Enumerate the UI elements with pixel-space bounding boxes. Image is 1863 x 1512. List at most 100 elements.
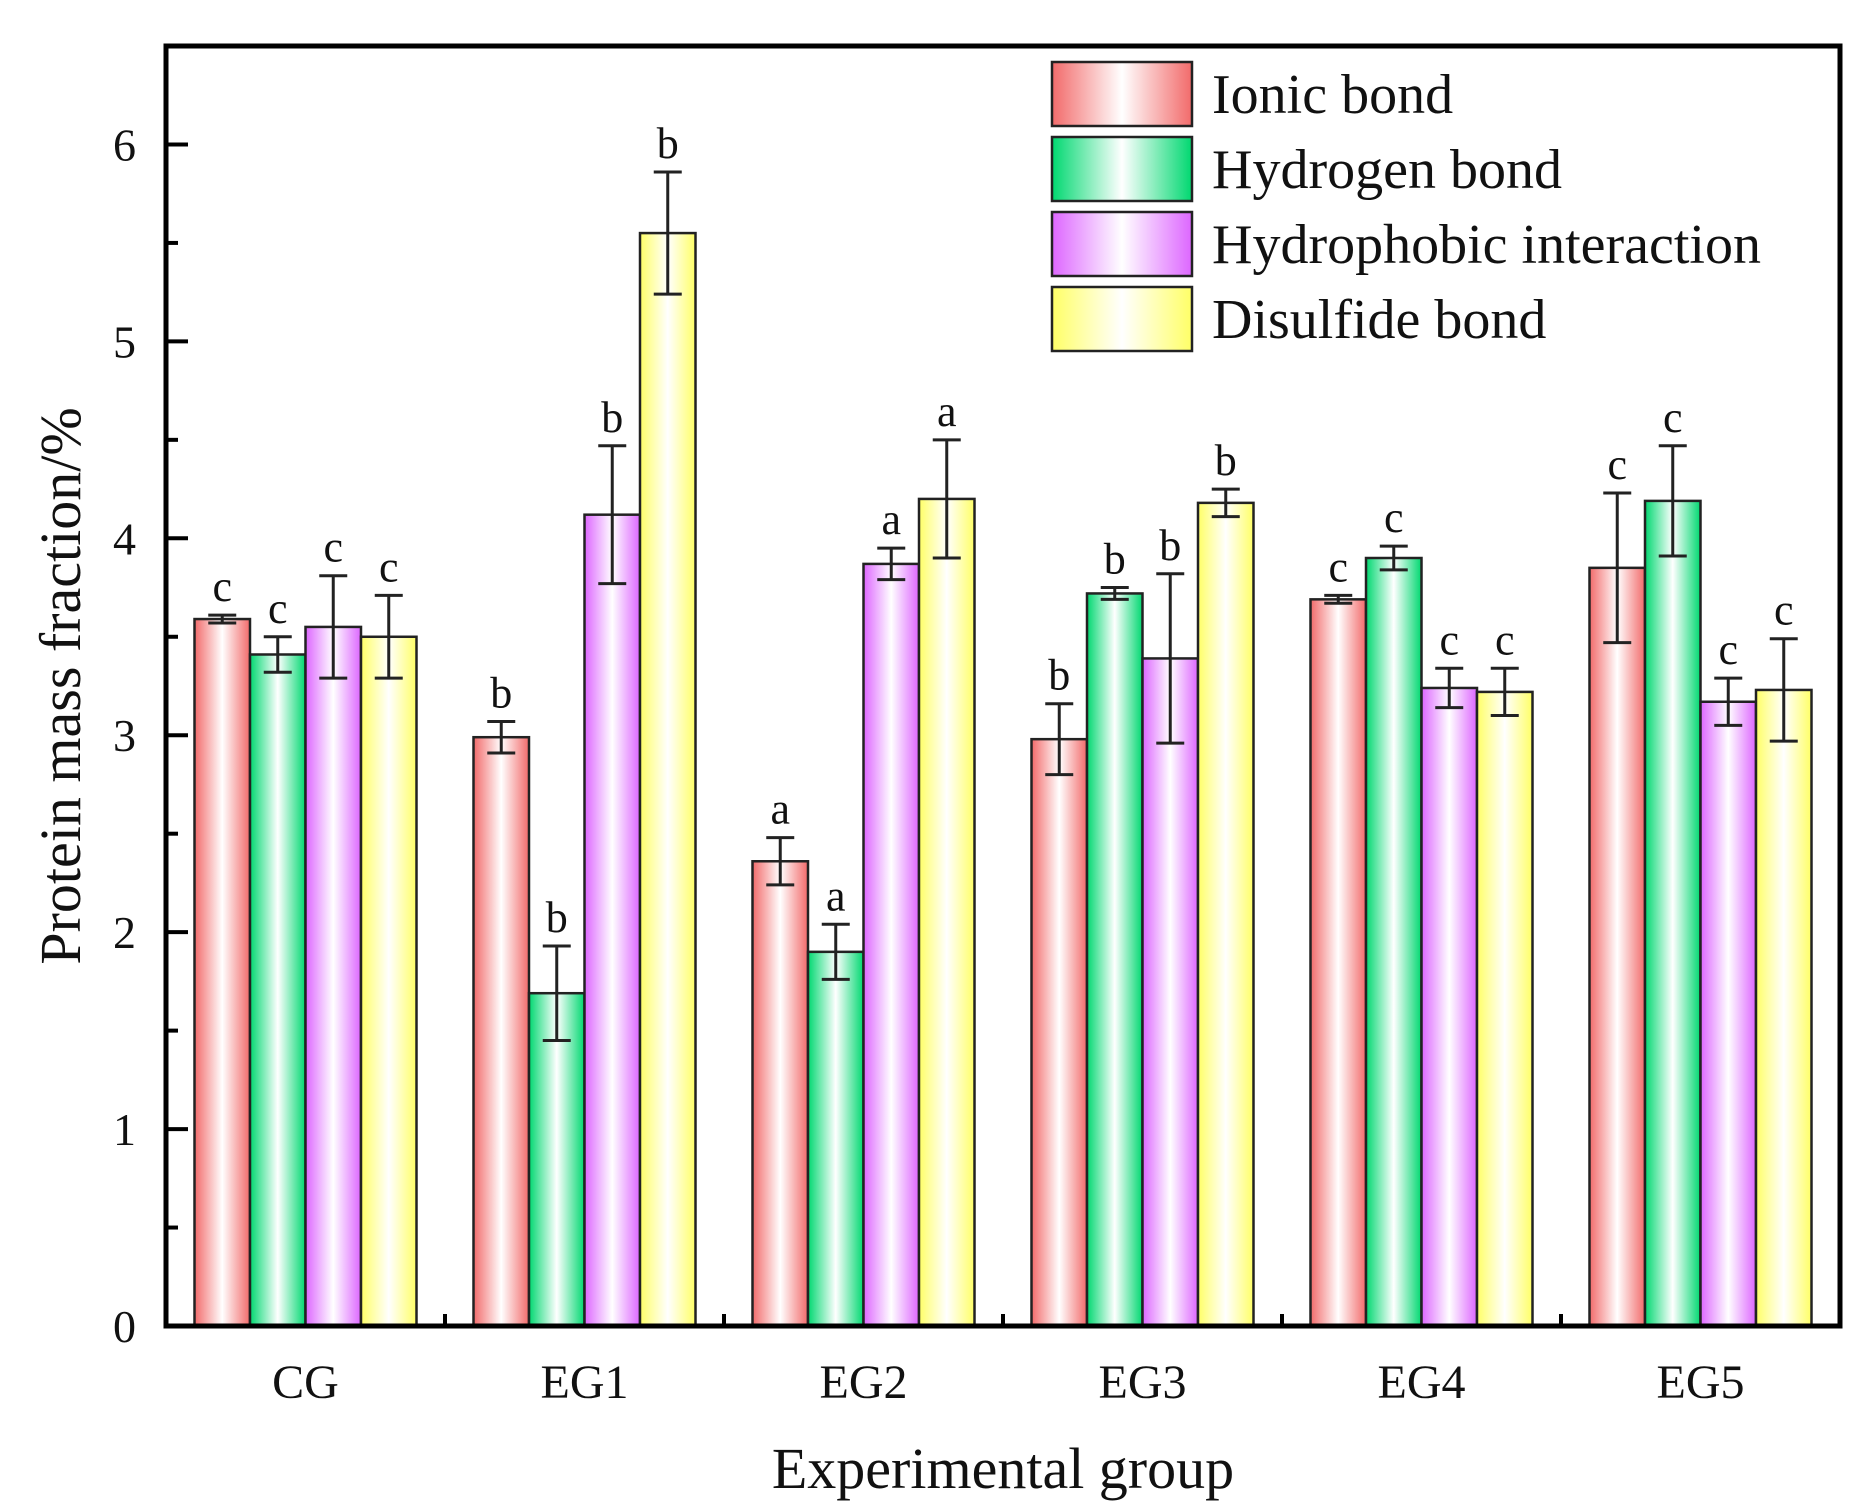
error-bar-cg-0 bbox=[208, 613, 237, 625]
bar-eg1-ionic-bond bbox=[472, 735, 531, 1328]
error-bar-eg5-0 bbox=[1603, 491, 1632, 645]
x-axis-title: Experimental group bbox=[772, 1436, 1234, 1501]
bar-eg3-ionic-bond bbox=[1030, 737, 1089, 1328]
significance-letter: a bbox=[937, 387, 957, 436]
error-bar-eg5-2 bbox=[1714, 676, 1743, 727]
error-bar-eg5-3 bbox=[1769, 637, 1798, 743]
legend-swatch bbox=[1050, 135, 1194, 203]
error-bar-eg4-2 bbox=[1435, 666, 1464, 710]
bar-eg2-disulfide-bond bbox=[917, 497, 976, 1328]
significance-letter: c bbox=[1384, 493, 1404, 542]
significance-letter: c bbox=[1439, 615, 1459, 664]
bar-eg5-hydrophobic-interaction bbox=[1699, 700, 1758, 1328]
legend-swatch bbox=[1050, 60, 1194, 128]
x-tick-label-eg3: EG3 bbox=[1099, 1356, 1187, 1409]
error-bar-eg1-2 bbox=[598, 444, 627, 586]
error-bar-eg5-1 bbox=[1658, 444, 1687, 558]
significance-letter: b bbox=[1215, 436, 1237, 485]
error-bar-eg4-1 bbox=[1379, 544, 1408, 572]
error-bar-eg2-3 bbox=[932, 438, 961, 560]
y-tick-label: 2 bbox=[113, 907, 136, 958]
error-bar-eg1-0 bbox=[487, 719, 516, 755]
significance-letter: c bbox=[1718, 625, 1738, 674]
significance-letter: b bbox=[1159, 521, 1181, 570]
error-bar-eg2-2 bbox=[877, 546, 906, 582]
bar-cg-hydrogen-bond bbox=[248, 653, 307, 1328]
significance-letter: a bbox=[770, 785, 790, 834]
legend-item-disulfide-bond: Disulfide bond bbox=[1050, 285, 1546, 353]
legend-label: Ionic bond bbox=[1212, 64, 1453, 126]
bar-eg2-ionic-bond bbox=[751, 860, 810, 1328]
error-bars-layer bbox=[208, 170, 1798, 1042]
significance-letter: a bbox=[881, 495, 901, 544]
legend-swatch bbox=[1050, 210, 1194, 278]
bar-cg-disulfide-bond bbox=[359, 635, 418, 1328]
significance-letter: a bbox=[826, 871, 846, 920]
significance-letter: b bbox=[546, 893, 568, 942]
error-bar-eg1-3 bbox=[653, 170, 682, 296]
legend-swatch bbox=[1050, 285, 1194, 353]
significance-letter: c bbox=[1607, 440, 1627, 489]
bar-eg1-hydrogen-bond bbox=[527, 991, 586, 1328]
y-tick-label: 3 bbox=[113, 710, 136, 761]
legend-item-hydrophobic-interaction: Hydrophobic interaction bbox=[1050, 210, 1761, 278]
error-bar-cg-2 bbox=[319, 574, 348, 680]
bar-eg4-disulfide-bond bbox=[1475, 690, 1534, 1328]
error-bar-eg3-2 bbox=[1156, 572, 1185, 745]
bar-eg3-hydrophobic-interaction bbox=[1141, 657, 1200, 1328]
error-bar-eg4-3 bbox=[1490, 666, 1519, 718]
significance-letter: c bbox=[1328, 542, 1348, 591]
error-bar-eg3-0 bbox=[1045, 702, 1074, 777]
legend-label: Hydrophobic interaction bbox=[1212, 214, 1761, 276]
x-tick-label-eg1: EG1 bbox=[541, 1356, 629, 1409]
y-axis: 0 1 2 3 4 5 6 bbox=[113, 44, 188, 1352]
error-bar-eg2-0 bbox=[766, 836, 795, 887]
significance-letter: b bbox=[1048, 651, 1070, 700]
significance-letter: b bbox=[657, 119, 679, 168]
error-bar-cg-1 bbox=[263, 635, 292, 674]
y-axis-title: Protein mass fraction/% bbox=[28, 407, 93, 964]
bar-cg-hydrophobic-interaction bbox=[304, 625, 363, 1328]
significance-letter: b bbox=[1104, 535, 1126, 584]
bar-eg2-hydrogen-bond bbox=[806, 950, 865, 1328]
x-tick-label-eg4: EG4 bbox=[1378, 1356, 1466, 1409]
bars-layer bbox=[193, 231, 1813, 1328]
bar-eg4-hydrogen-bond bbox=[1364, 556, 1423, 1328]
x-axis: CG EG1 EG2 EG3 EG4 EG5 bbox=[164, 1314, 1842, 1409]
legend: Ionic bond Hydrogen bond Hydrophobic inter… bbox=[1050, 60, 1761, 353]
error-bar-cg-3 bbox=[374, 593, 403, 680]
y-tick-label: 0 bbox=[113, 1301, 136, 1352]
significance-letter: c bbox=[268, 584, 288, 633]
error-bar-eg1-1 bbox=[542, 944, 571, 1042]
bar-eg1-disulfide-bond bbox=[638, 231, 697, 1328]
bar-eg5-hydrogen-bond bbox=[1643, 499, 1702, 1328]
legend-label: Disulfide bond bbox=[1212, 289, 1546, 351]
bar-eg5-disulfide-bond bbox=[1754, 688, 1813, 1328]
bar-eg4-ionic-bond bbox=[1309, 598, 1368, 1328]
significance-letter: b bbox=[490, 668, 512, 717]
legend-item-hydrogen-bond: Hydrogen bond bbox=[1050, 135, 1562, 203]
x-tick-label-eg5: EG5 bbox=[1657, 1356, 1745, 1409]
bar-cg-ionic-bond bbox=[193, 617, 252, 1328]
significance-letter: c bbox=[1495, 615, 1515, 664]
error-bar-eg2-1 bbox=[821, 922, 850, 981]
significance-letter: b bbox=[601, 393, 623, 442]
error-bar-eg3-1 bbox=[1100, 586, 1129, 601]
bar-eg5-ionic-bond bbox=[1588, 566, 1647, 1328]
error-bar-eg3-3 bbox=[1211, 487, 1240, 519]
y-tick-label: 1 bbox=[113, 1104, 136, 1155]
legend-item-ionic-bond: Ionic bond bbox=[1050, 60, 1453, 128]
y-tick-label: 5 bbox=[113, 316, 136, 367]
bar-eg1-hydrophobic-interaction bbox=[583, 513, 642, 1328]
legend-label: Hydrogen bond bbox=[1212, 139, 1562, 201]
error-bar-eg4-0 bbox=[1324, 593, 1353, 605]
significance-letter: c bbox=[1663, 393, 1683, 442]
bar-eg4-hydrophobic-interaction bbox=[1420, 686, 1479, 1328]
bar-eg2-hydrophobic-interaction bbox=[862, 562, 921, 1328]
bar-eg3-disulfide-bond bbox=[1196, 501, 1255, 1328]
significance-letter: c bbox=[379, 542, 399, 591]
significance-letter: c bbox=[1774, 586, 1794, 635]
significance-letter: c bbox=[323, 523, 343, 572]
y-tick-label: 6 bbox=[113, 119, 136, 170]
